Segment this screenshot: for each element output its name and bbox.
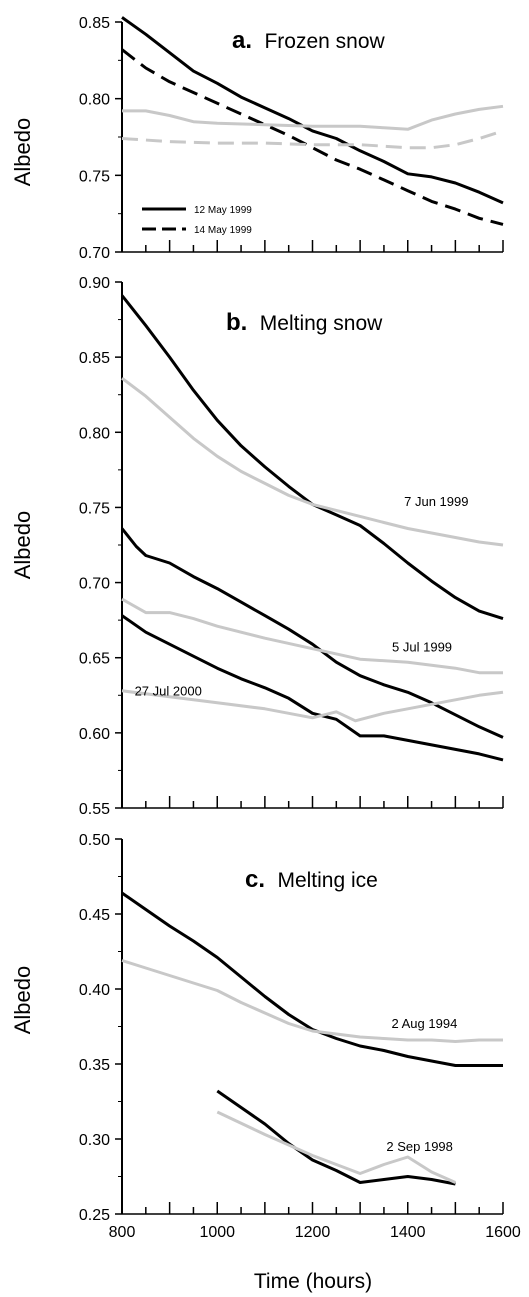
panel-frozen-snow: Albedo a. Frozen snow 0.70 0.75 0.80 0.85 12… [10,15,504,262]
panel-title-text: Melting ice [277,869,377,892]
series-date-label: 2 Aug 1994 [392,1016,458,1031]
x-tick-label: 800 [109,1224,136,1241]
measured-albedo-line [216,1089,456,1186]
y-tick-label: 0.75 [79,168,110,185]
y-tick-label: 0.35 [79,1057,110,1074]
y-tick-label: 0.65 [79,651,110,668]
modelled-albedo-line [121,959,503,1043]
panel-letter: a. [232,27,252,54]
y-axis-label: Albedo [10,511,35,580]
measured-albedo-line [120,527,504,739]
series-date-label: 5 Jul 1999 [392,640,452,655]
y-axis-label: Albedo [10,118,35,187]
panel-letter: c. [245,866,265,893]
x-tick-label: 1600 [485,1224,521,1241]
series-date-label: 27 Jul 2000 [135,683,202,698]
x-tick-label: 1200 [295,1224,331,1241]
y-tick-label: 0.30 [79,1132,110,1149]
y-tick-label: 0.75 [79,500,110,517]
modelled-albedo-line [216,1110,457,1184]
y-tick-label: 0.70 [79,576,110,593]
y-tick-label: 0.55 [79,801,110,818]
panel-title: a. Frozen snow [232,27,386,54]
y-tick-label: 0.80 [79,92,110,109]
y-axis-label: Albedo [10,966,35,1035]
measured-albedo-line [121,16,504,205]
modelled-albedo-line [122,104,504,131]
measured-albedo-line [121,614,504,762]
y-tick-label: 0.45 [79,907,110,924]
panel-title: c. Melting ice [245,866,378,893]
panel-letter: b. [226,309,247,336]
y-tick-label: 0.50 [79,832,110,849]
legend-label: 14 May 1999 [194,225,252,236]
modelled-albedo-line [121,129,504,150]
series-date-label: 2 Sep 1998 [386,1139,453,1154]
y-tick-label: 0.40 [79,982,110,999]
panel-title: b. Melting snow [226,309,383,336]
measured-albedo-line [121,48,504,226]
y-tick-label: 0.90 [79,275,110,292]
modelled-albedo-line [121,689,504,723]
y-tick-label: 0.80 [79,425,110,442]
x-tick-label: 1400 [390,1224,426,1241]
series-date-label: 7 Jun 1999 [404,494,468,509]
x-axis-label: Time (hours) [254,1270,372,1293]
modelled-albedo-line [121,377,504,547]
panel-title-text: Melting snow [260,312,383,335]
y-tick-label: 0.60 [79,726,110,743]
modelled-albedo-line [121,597,503,675]
x-tick-label: 1000 [199,1224,235,1241]
panel-title-text: Frozen snow [264,30,385,53]
panel-melting-ice: Albedo c. Melting ice Time (hours) 0.25 0… [10,832,521,1293]
legend-label: 12 May 1999 [194,205,252,216]
y-tick-label: 0.85 [79,350,110,367]
y-tick-label: 0.85 [79,15,110,32]
panel-melting-snow: Albedo b. Melting snow 0.55 0.60 0.65 0.70 0… [10,275,504,818]
y-tick-label: 0.25 [79,1207,110,1224]
y-tick-label: 0.70 [79,245,110,262]
